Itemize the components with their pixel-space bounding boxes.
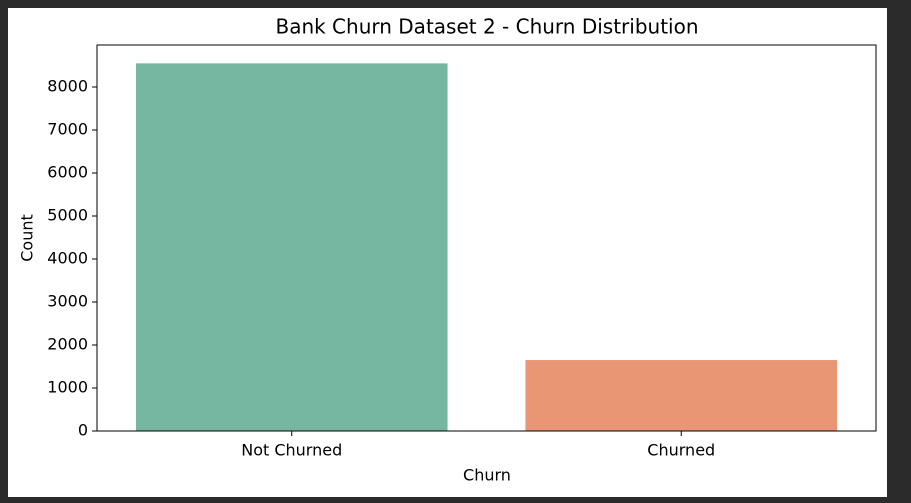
bar bbox=[525, 360, 838, 431]
y-tick-label: 3000 bbox=[47, 292, 88, 311]
y-tick-label: 0 bbox=[78, 421, 88, 440]
y-tick-label: 8000 bbox=[47, 77, 88, 96]
y-tick-label: 1000 bbox=[47, 378, 88, 397]
y-tick-label: 6000 bbox=[47, 163, 88, 182]
y-tick-label: 7000 bbox=[47, 120, 88, 139]
chart-title: Bank Churn Dataset 2 - Churn Distributio… bbox=[275, 15, 698, 39]
x-tick-label: Not Churned bbox=[241, 441, 342, 460]
x-axis-label: Churn bbox=[463, 466, 511, 485]
y-tick-label: 2000 bbox=[47, 335, 88, 354]
y-tick-label: 5000 bbox=[47, 206, 88, 225]
plot-frame bbox=[96, 44, 877, 432]
y-axis-label: Count bbox=[18, 214, 37, 262]
x-tick-label: Churned bbox=[647, 441, 715, 460]
bar bbox=[135, 63, 448, 432]
y-tick-label: 4000 bbox=[47, 249, 88, 268]
